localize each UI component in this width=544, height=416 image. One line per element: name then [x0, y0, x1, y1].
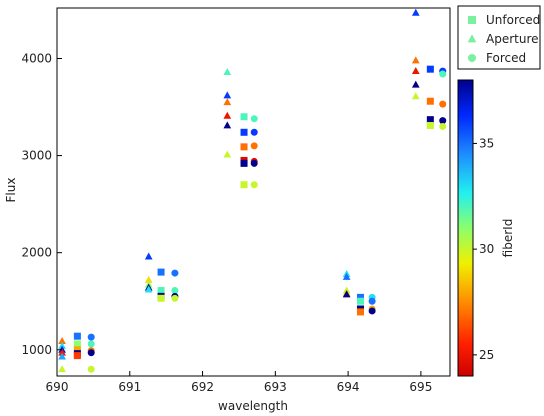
aperture-point-22 — [411, 8, 420, 16]
aperture-point-24 — [411, 67, 420, 75]
aperture-point-26 — [411, 92, 420, 100]
forced-point-0 — [87, 333, 95, 341]
aperture-point-14 — [223, 111, 232, 119]
colorbar-tick-label: 30 — [479, 242, 494, 256]
plot-area — [56, 7, 451, 377]
unforced-point-10 — [240, 128, 248, 136]
legend-unforced-marker — [468, 16, 476, 24]
legend: Unforced Aperture Forced — [457, 5, 541, 70]
unforced-point-9 — [240, 113, 248, 121]
x-tick-label: 694 — [337, 380, 360, 394]
forced-point-6 — [171, 287, 179, 295]
forced-point-16 — [368, 297, 376, 305]
unforced-point-22 — [426, 121, 434, 129]
aperture-point-6 — [144, 252, 153, 260]
aperture-point-25 — [411, 80, 420, 88]
data-points — [58, 8, 447, 373]
forced-point-9 — [250, 115, 258, 123]
aperture-point-16 — [223, 150, 232, 158]
aperture-point-0 — [58, 336, 66, 344]
unforced-point-19 — [426, 65, 434, 73]
unforced-point-14 — [240, 181, 248, 189]
y-tick-label: 3000 — [21, 149, 52, 163]
aperture-point-12 — [223, 91, 232, 99]
unforced-point-5 — [157, 268, 165, 276]
aperture-point-23 — [411, 56, 420, 64]
colorbar-gradient — [457, 79, 474, 377]
forced-point-4 — [87, 365, 95, 373]
legend-forced-label: Forced — [486, 51, 526, 65]
aperture-point-4 — [58, 352, 66, 360]
forced-point-18 — [368, 307, 376, 315]
aperture-point-10 — [144, 285, 153, 293]
legend-unforced-label: Unforced — [486, 13, 540, 27]
unforced-point-15 — [356, 293, 364, 301]
aperture-point-7 — [144, 275, 153, 283]
x-axis-title: wavelength — [218, 399, 288, 413]
legend-forced-marker — [468, 54, 476, 62]
forced-point-3 — [87, 349, 95, 357]
colorbar-title: fiberId — [501, 219, 515, 258]
x-tick-label: 691 — [118, 380, 141, 394]
colorbar-tick-label: 35 — [479, 136, 494, 150]
x-tick-label: 695 — [409, 380, 432, 394]
unforced-point-1 — [73, 340, 81, 348]
unforced-point-21 — [426, 116, 434, 124]
aperture-point-13 — [223, 98, 232, 106]
y-tick-label: 4000 — [21, 51, 52, 65]
y-axis: 1000 2000 3000 4000 — [21, 51, 62, 357]
unforced-point-4 — [73, 352, 81, 360]
colorbar-tick-label: 25 — [479, 348, 494, 362]
colorbar: 25 30 35 fiberId — [457, 79, 515, 377]
x-tick-label: 690 — [46, 380, 69, 394]
forced-point-11 — [250, 142, 258, 150]
aperture-point-1 — [58, 341, 66, 349]
unforced-point-16 — [356, 297, 364, 305]
unforced-point-8 — [157, 294, 165, 302]
unforced-point-2 — [73, 346, 81, 354]
unforced-point-20 — [426, 97, 434, 105]
unforced-point-0 — [73, 332, 81, 340]
x-tick-label: 693 — [264, 380, 287, 394]
forced-point-21 — [439, 100, 447, 108]
forced-point-5 — [171, 269, 179, 277]
forced-point-10 — [250, 128, 258, 136]
forced-point-8 — [171, 294, 179, 302]
aperture-point-5 — [58, 365, 66, 373]
unforced-point-13 — [240, 159, 248, 167]
forced-point-23 — [439, 122, 447, 130]
unforced-point-6 — [157, 287, 165, 295]
y-axis-title: Flux — [4, 178, 18, 203]
forced-point-22 — [439, 117, 447, 125]
x-tick-label: 692 — [191, 380, 214, 394]
legend-aperture-label: Aperture — [486, 32, 539, 46]
aperture-point-15 — [223, 121, 232, 129]
x-axis: 690 691 692 693 694 695 — [46, 371, 432, 394]
aperture-point-21 — [342, 290, 351, 298]
forced-point-14 — [250, 181, 258, 189]
aperture-point-11 — [223, 68, 232, 76]
forced-point-13 — [250, 159, 258, 167]
y-tick-label: 1000 — [21, 343, 52, 357]
aperture-point-18 — [342, 272, 351, 280]
forced-point-1 — [87, 340, 95, 348]
y-tick-label: 2000 — [21, 246, 52, 260]
legend-aperture-marker — [467, 34, 477, 43]
aperture-point-3 — [58, 348, 66, 356]
unforced-point-18 — [356, 308, 364, 316]
forced-point-20 — [439, 70, 447, 78]
unforced-point-11 — [240, 143, 248, 151]
